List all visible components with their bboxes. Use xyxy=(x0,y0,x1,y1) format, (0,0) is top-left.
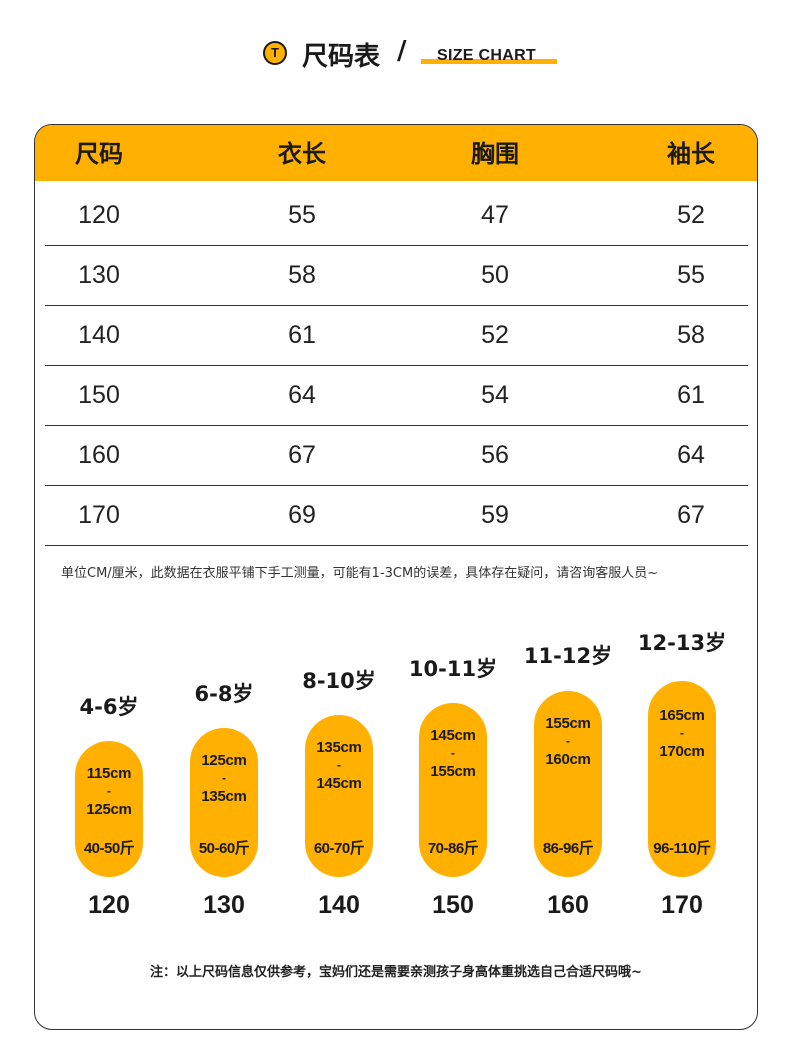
height-dash: - xyxy=(222,771,226,785)
age-label: 10-11岁 xyxy=(408,657,498,681)
height-dash: - xyxy=(337,758,341,772)
size-chart-header: T 尺码表 / SIZE CHART xyxy=(0,36,790,72)
weight-range: 86-96斤 xyxy=(542,840,594,857)
table-row: 160 67 56 64 xyxy=(45,425,748,486)
table-row: 120 55 47 52 xyxy=(45,185,748,246)
cell-length: 55 xyxy=(288,201,316,229)
table-header: 尺码 衣长 胸围 袖长 xyxy=(35,125,757,181)
column-header-length: 衣长 xyxy=(278,140,326,168)
cell-size: 170 xyxy=(78,501,120,529)
height-to: 160cm xyxy=(545,751,591,768)
height-from: 155cm xyxy=(545,715,591,732)
cell-chest: 47 xyxy=(481,201,509,229)
size-chart-card: 尺码 衣长 胸围 袖长 120 55 47 52 130 58 50 55 14… xyxy=(34,124,758,1030)
height-weight-pill: 135cm - 145cm 60-70斤 xyxy=(305,715,373,877)
cell-length: 64 xyxy=(288,381,316,409)
reference-note: 注：以上尺码信息仅供参考，宝妈们还是需要亲测孩子身高体重挑选自己合适尺码哦~ xyxy=(150,965,642,980)
title-underline xyxy=(421,59,557,64)
size-number: 120 xyxy=(88,891,130,919)
cell-sleeve: 58 xyxy=(677,321,705,349)
cell-length: 58 xyxy=(288,261,316,289)
cell-sleeve: 67 xyxy=(677,501,705,529)
cell-size: 130 xyxy=(78,261,120,289)
title-english: SIZE CHART xyxy=(437,47,536,64)
height-dash: - xyxy=(566,734,570,748)
table-row: 140 61 52 58 xyxy=(45,305,748,366)
size-number: 140 xyxy=(318,891,360,919)
age-label: 6-8岁 xyxy=(194,682,254,706)
height-from: 125cm xyxy=(201,752,247,769)
t-shirt-badge-icon: T xyxy=(263,41,287,65)
height-from: 165cm xyxy=(659,707,705,724)
weight-range: 60-70斤 xyxy=(313,840,365,857)
size-number: 150 xyxy=(432,891,474,919)
age-label: 4-6岁 xyxy=(79,695,139,719)
cell-sleeve: 61 xyxy=(677,381,705,409)
height-weight-pill: 115cm - 125cm 40-50斤 xyxy=(75,741,143,877)
column-header-size: 尺码 xyxy=(75,140,123,168)
cell-size: 120 xyxy=(78,201,120,229)
cell-sleeve: 52 xyxy=(677,201,705,229)
cell-length: 67 xyxy=(288,441,316,469)
column-header-chest: 胸围 xyxy=(471,140,519,168)
height-dash: - xyxy=(680,726,684,740)
height-from: 115cm xyxy=(86,765,132,782)
height-to: 155cm xyxy=(430,763,476,780)
weight-range: 96-110斤 xyxy=(653,840,711,857)
height-to: 125cm xyxy=(86,801,132,818)
height-to: 170cm xyxy=(659,743,705,760)
height-weight-pill: 155cm - 160cm 86-96斤 xyxy=(534,691,602,877)
weight-range: 70-86斤 xyxy=(427,840,479,857)
cell-size: 150 xyxy=(78,381,120,409)
cell-chest: 50 xyxy=(481,261,509,289)
title-chinese: 尺码表 xyxy=(302,42,381,72)
table-row: 170 69 59 67 xyxy=(45,485,748,546)
cell-length: 61 xyxy=(288,321,316,349)
cell-size: 140 xyxy=(78,321,120,349)
cell-length: 69 xyxy=(288,501,316,529)
title-separator: / xyxy=(397,36,407,66)
weight-range: 50-60斤 xyxy=(198,840,250,857)
cell-chest: 54 xyxy=(481,381,509,409)
height-weight-pill: 145cm - 155cm 70-86斤 xyxy=(419,703,487,877)
age-label: 12-13岁 xyxy=(637,631,727,655)
column-header-sleeve: 袖长 xyxy=(667,140,715,168)
height-to: 135cm xyxy=(201,788,247,805)
age-label: 11-12岁 xyxy=(523,644,613,668)
height-from: 135cm xyxy=(316,739,362,756)
table-row: 150 64 54 61 xyxy=(45,365,748,426)
cell-chest: 52 xyxy=(481,321,509,349)
height-to: 145cm xyxy=(316,775,362,792)
height-dash: - xyxy=(451,746,455,760)
size-number: 170 xyxy=(661,891,703,919)
cell-chest: 59 xyxy=(481,501,509,529)
height-weight-pill: 125cm - 135cm 50-60斤 xyxy=(190,728,258,877)
size-number: 160 xyxy=(547,891,589,919)
height-dash: - xyxy=(107,784,111,798)
size-number: 130 xyxy=(203,891,245,919)
measurement-note: 单位CM/厘米，此数据在衣服平铺下手工测量，可能有1-3CM的误差，具体存在疑问… xyxy=(61,566,659,581)
age-label: 8-10岁 xyxy=(302,669,376,693)
weight-range: 40-50斤 xyxy=(83,840,135,857)
height-from: 145cm xyxy=(430,727,476,744)
cell-chest: 56 xyxy=(481,441,509,469)
cell-sleeve: 55 xyxy=(677,261,705,289)
cell-sleeve: 64 xyxy=(677,441,705,469)
height-weight-pill: 165cm - 170cm 96-110斤 xyxy=(648,681,716,877)
cell-size: 160 xyxy=(78,441,120,469)
table-row: 130 58 50 55 xyxy=(45,245,748,306)
